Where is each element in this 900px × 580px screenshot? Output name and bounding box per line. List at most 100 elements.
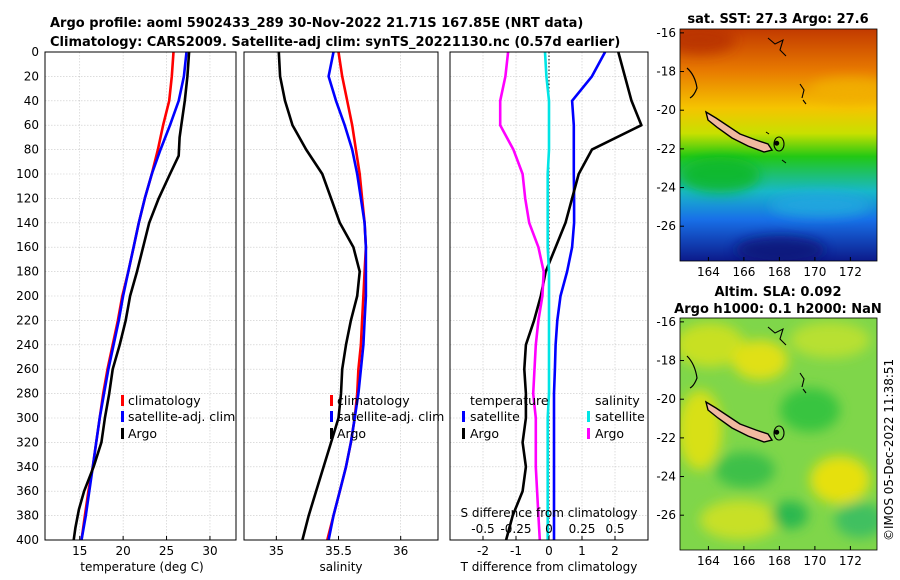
map-y-tick-label: -16 (656, 315, 676, 329)
map-x-tick-label: 172 (839, 265, 862, 279)
x-tick-label: 15 (72, 544, 87, 558)
difference-xlabel: T difference from climatology (460, 560, 638, 574)
map-y-tick-label: -24 (656, 470, 676, 484)
map-y-tick-label: -16 (656, 26, 676, 40)
legend-satellite-label: satellite-adj. clim (337, 409, 444, 424)
new-caledonia-island (704, 110, 774, 153)
y-tick-label: 280 (16, 387, 39, 401)
series-line-t-satellite (552, 51, 607, 540)
sst-map-title: sat. SST: 27.3 Argo: 27.6 (687, 12, 868, 27)
series-line-s-argo (498, 51, 546, 541)
x-tick-label: 0 (545, 544, 553, 558)
legend-salinity-title: salinity (595, 393, 640, 408)
argo-float-marker (774, 140, 780, 146)
map-y-tick-label: -22 (656, 142, 676, 156)
y-tick-label: 240 (16, 338, 39, 352)
y-tick-label: 120 (16, 191, 39, 205)
series-line-satellite-adj-clim (80, 51, 188, 541)
legend-s-argo-label: Argo (595, 426, 624, 441)
map-y-tick-label: -26 (656, 219, 676, 233)
sla-map: Altim. SLA: 0.092 Argo h1000: 0.1 h2000:… (656, 285, 882, 568)
sla-map-title-line1: Altim. SLA: 0.092 (715, 285, 842, 300)
temperature-legend: climatology satellite-adj. clim Argo (121, 393, 235, 441)
y-tick-label: 0 (31, 45, 39, 59)
salinity-legend: climatology satellite-adj. clim Argo (330, 393, 444, 441)
x-tick-label: 30 (202, 544, 217, 558)
x-tick-label: 2 (611, 544, 619, 558)
legend-satellite-swatch (121, 411, 124, 422)
legend-satellite-label: satellite-adj. clim (128, 409, 235, 424)
legend-climatology-label: climatology (128, 393, 201, 408)
difference-panel: -2 -1 0 1 2 -0.5 -0.25 0 0.25 0.5 (449, 51, 649, 558)
sla-map-ticks: 164 166 168 170 172 -16 -18 -20 -22 -24 -26 (656, 315, 861, 568)
map-y-tick-label: -24 (656, 181, 676, 195)
figure-title-line1: Argo profile: aoml 5902433_289 30-Nov-20… (50, 16, 583, 31)
legend-satellite-swatch (330, 411, 333, 422)
salinity-xlabel: salinity (319, 560, 362, 574)
legend-argo-swatch (121, 428, 124, 439)
temperature-xlabel: temperature (deg C) (80, 560, 203, 574)
y-tick-label: 260 (16, 362, 39, 376)
y-tick-label: 160 (16, 240, 39, 254)
legend-argo-label: Argo (337, 426, 366, 441)
y-tick-label: 380 (16, 509, 39, 523)
legend-climatology-swatch (330, 395, 333, 406)
y-tick-label: 100 (16, 167, 39, 181)
y-tick-label: 180 (16, 265, 39, 279)
series-line-s-satellite (543, 51, 551, 540)
series-line-satellite-adj-clim (327, 51, 368, 541)
x-tick-label: 35.5 (325, 544, 352, 558)
y-tick-label: 220 (16, 313, 39, 327)
y-tick-label: 140 (16, 216, 39, 230)
x-tick-label: 35 (269, 544, 284, 558)
legend-s-satellite-label: satellite (595, 409, 645, 424)
series-line-t-argo (504, 51, 643, 541)
map-x-tick-label: 166 (732, 554, 755, 568)
legend-argo-swatch (330, 428, 333, 439)
x-tick-label: 20 (115, 544, 130, 558)
y-tick-label: 60 (24, 118, 39, 132)
series-line-argo (72, 51, 191, 541)
map-x-tick-label: 170 (803, 265, 826, 279)
temperature-panel: 15 20 25 3002040608010012014016018020022024… (16, 45, 237, 558)
x-tick-label: -2 (477, 544, 489, 558)
plot-frame (44, 51, 237, 541)
x-tick-label-salinity: 0.5 (605, 522, 624, 536)
x-tick-label-salinity: -0.25 (500, 522, 531, 536)
x-tick-label-salinity: 0.25 (569, 522, 596, 536)
imos-timestamp: ©IMOS 05-Dec-2022 11:38:51 (882, 359, 896, 541)
map-y-tick-label: -20 (656, 103, 676, 117)
x-tick-label: 36 (393, 544, 408, 558)
sst-map: sat. SST: 27.3 Argo: 27.6 164 166 168 170 17… (656, 12, 878, 279)
y-tick-label: 40 (24, 94, 39, 108)
x-tick-label: 1 (578, 544, 586, 558)
map-x-tick-label: 168 (768, 265, 791, 279)
map-y-tick-label: -22 (656, 431, 676, 445)
difference-xlabel-salinity: S difference from climatology (461, 506, 638, 520)
x-tick-label-salinity: -0.5 (471, 522, 494, 536)
map-x-tick-label: 168 (768, 554, 791, 568)
x-tick-label: -1 (510, 544, 522, 558)
series-line-argo (277, 51, 362, 541)
legend-climatology-label: climatology (337, 393, 410, 408)
sla-field (680, 318, 877, 550)
legend-argo-label: Argo (128, 426, 157, 441)
legend-climatology-swatch (121, 395, 124, 406)
legend-t-satellite-swatch (462, 411, 465, 422)
figure-title-line2: Climatology: CARS2009. Satellite-adj cli… (50, 35, 620, 50)
x-tick-label: 25 (159, 544, 174, 558)
difference-legend: temperature satellite Argo salinity sate… (462, 393, 645, 441)
x-tick-label-salinity: 0 (545, 522, 553, 536)
map-x-tick-label: 166 (732, 265, 755, 279)
legend-t-satellite-label: satellite (470, 409, 520, 424)
sla-map-title-line2: Argo h1000: 0.1 h2000: NaN (674, 302, 882, 317)
sst-map-ticks: 164 166 168 170 172 -16 -18 -20 -22 -24 -26 (656, 26, 861, 279)
y-tick-label: 300 (16, 411, 39, 425)
map-y-tick-label: -20 (656, 392, 676, 406)
legend-s-satellite-swatch (587, 411, 590, 422)
new-caledonia-island (704, 400, 774, 443)
map-y-tick-label: -18 (656, 65, 676, 79)
plot-frame (243, 51, 439, 541)
map-x-tick-label: 170 (803, 554, 826, 568)
